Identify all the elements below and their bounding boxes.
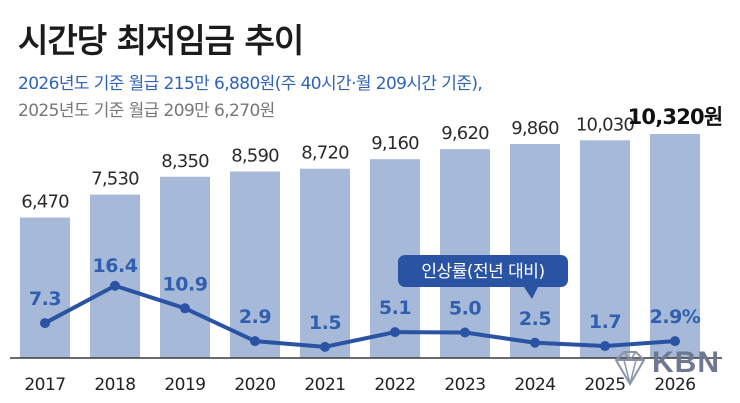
bar-value-label-2025: 10,030 — [576, 114, 635, 135]
bar-value-label-2020: 8,590 — [231, 146, 279, 167]
bar-value-label-2022: 9,160 — [371, 133, 419, 154]
bar-2021 — [300, 168, 350, 358]
growth-rate-label-2026: 2.9% — [650, 306, 701, 328]
bar-value-label-2024: 9,860 — [511, 118, 559, 139]
growth-rate-label-2019: 10.9 — [163, 273, 208, 295]
subtitle-current-wage: 2026년도 기준 월급 215만 6,880원(주 40시간·월 209시간 … — [18, 74, 483, 94]
growth-rate-point-2024 — [530, 337, 540, 348]
growth-rate-point-2020 — [250, 336, 260, 347]
watermark-text: KBN — [652, 346, 720, 379]
x-tick-label-2020: 2020 — [234, 375, 275, 395]
legend-callout-box — [398, 255, 568, 287]
growth-rate-label-2018: 16.4 — [93, 255, 138, 277]
growth-rate-point-2025 — [600, 341, 610, 352]
growth-rate-point-2026 — [670, 336, 680, 347]
bar-2020 — [230, 171, 280, 358]
x-tick-label-2019: 2019 — [164, 375, 205, 395]
growth-rate-point-2021 — [320, 341, 330, 352]
growth-rate-label-2017: 7.3 — [29, 288, 61, 310]
kbn-watermark: KBN — [610, 346, 738, 392]
bar-value-label-2021: 8,720 — [301, 143, 349, 164]
bar-2025 — [580, 140, 630, 358]
growth-rate-point-2018 — [110, 280, 120, 291]
x-tick-label-2021: 2021 — [304, 375, 345, 395]
bar-2023 — [440, 149, 490, 358]
bar-2019 — [160, 176, 210, 358]
x-tick-label-2024: 2024 — [514, 375, 555, 395]
bar-2017 — [20, 217, 70, 358]
subtitle-previous-wage: 2025년도 기준 월급 209만 6,270원 — [18, 101, 275, 121]
x-tick-label-2023: 2023 — [444, 375, 485, 395]
growth-rate-label-2022: 5.1 — [379, 297, 411, 319]
x-tick-label-2022: 2022 — [374, 375, 415, 395]
growth-rate-label-2021: 1.5 — [309, 312, 341, 334]
chart-title: 시간당 최저임금 추이 — [18, 21, 304, 60]
growth-rate-label-2025: 1.7 — [589, 311, 621, 333]
bar-value-label-2023: 9,620 — [441, 123, 489, 144]
bar-value-label-2026: 10,320원 — [628, 105, 723, 129]
bar-value-label-2018: 7,530 — [91, 169, 139, 190]
growth-rate-point-2019 — [180, 303, 190, 314]
growth-rate-label-2023: 5.0 — [449, 298, 481, 320]
x-tick-label-2025: 2025 — [584, 375, 625, 395]
growth-rate-point-2017 — [40, 318, 50, 329]
diamond-logo-icon — [614, 351, 646, 386]
bar-2024 — [510, 143, 560, 358]
growth-rate-point-2023 — [460, 327, 470, 338]
bar-value-label-2019: 8,350 — [161, 151, 209, 172]
x-tick-label-2017: 2017 — [24, 375, 65, 395]
x-tick-label-2018: 2018 — [94, 375, 135, 395]
growth-rate-label-2020: 2.9 — [239, 306, 271, 328]
bar-value-label-2017: 6,470 — [21, 192, 69, 213]
bar-2018 — [90, 194, 140, 358]
x-tick-label-2026: 2026 — [654, 375, 695, 395]
growth-rate-point-2022 — [390, 327, 400, 338]
legend-callout-label: 인상률(전년 대비) — [421, 262, 544, 282]
growth-rate-label-2024: 2.5 — [519, 308, 551, 330]
bar-2026 — [650, 134, 700, 358]
legend-callout-pointer — [524, 287, 538, 299]
growth-rate-line — [44, 283, 676, 349]
